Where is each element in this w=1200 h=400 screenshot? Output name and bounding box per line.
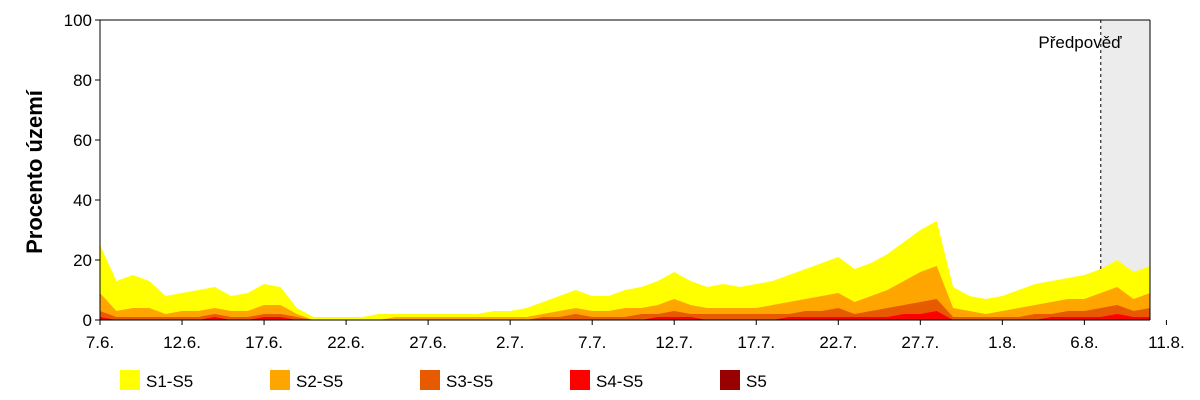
y-axis-label: Procento území [22, 89, 47, 254]
legend-swatch-s2-s5 [270, 370, 290, 390]
forecast-label: Předpověď [1038, 33, 1122, 52]
x-tick-label: 22.7. [819, 333, 857, 352]
x-tick-label: 27.6. [409, 333, 447, 352]
legend-swatch-s3-s5 [420, 370, 440, 390]
legend-label: S2-S5 [296, 372, 343, 391]
x-tick-label: 12.6. [163, 333, 201, 352]
x-tick-label: 12.7. [655, 333, 693, 352]
x-tick-label: 27.7. [901, 333, 939, 352]
y-tick-label: 40 [73, 191, 92, 210]
area-series-s1-s5 [100, 221, 1150, 320]
area-series-s3-s5 [100, 299, 1150, 320]
x-tick-label: 7.6. [86, 333, 114, 352]
x-tick-label: 1.8. [988, 333, 1016, 352]
area-series-s4-s5 [100, 311, 1150, 320]
x-tick-label: 7.7. [578, 333, 606, 352]
y-tick-label: 60 [73, 131, 92, 150]
legend-swatch-s5 [720, 370, 740, 390]
legend-swatch-s1-s5 [120, 370, 140, 390]
x-tick-label: 22.6. [327, 333, 365, 352]
x-tick-label: 11.8. [1148, 333, 1185, 352]
y-tick-label: 80 [73, 71, 92, 90]
legend-label: S4-S5 [596, 372, 643, 391]
legend-label: S5 [746, 372, 767, 391]
legend-swatch-s4-s5 [570, 370, 590, 390]
area-series-s2-s5 [100, 266, 1150, 320]
y-tick-label: 20 [73, 251, 92, 270]
legend-label: S1-S5 [146, 372, 193, 391]
x-tick-label: 2.7. [496, 333, 524, 352]
x-tick-label: 17.7. [737, 333, 775, 352]
y-tick-label: 0 [83, 311, 92, 330]
y-tick-label: 100 [64, 11, 92, 30]
x-tick-label: 6.8. [1070, 333, 1098, 352]
x-tick-label: 17.6. [245, 333, 283, 352]
legend-label: S3-S5 [446, 372, 493, 391]
